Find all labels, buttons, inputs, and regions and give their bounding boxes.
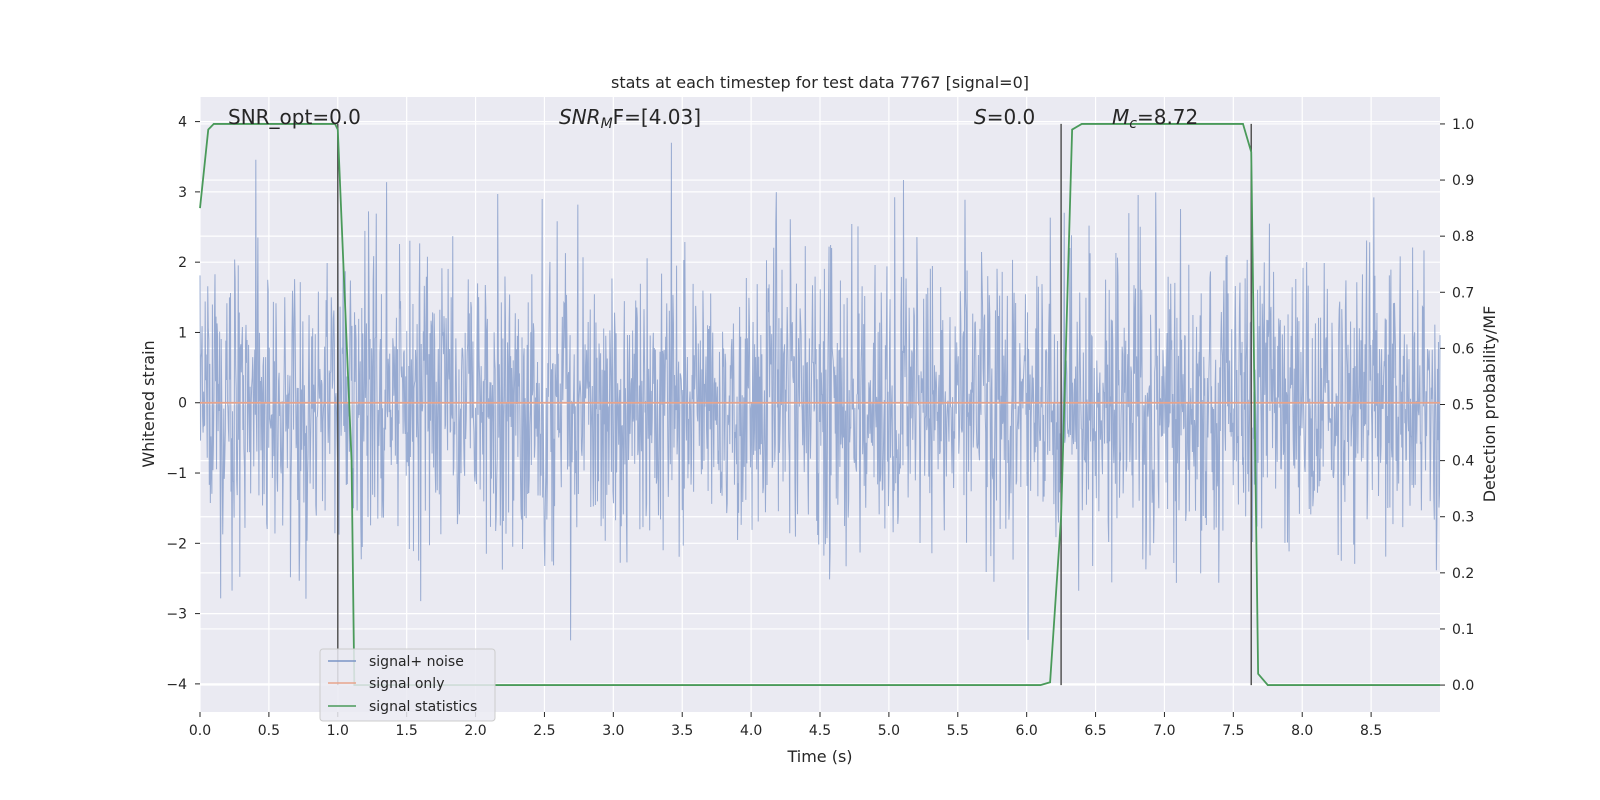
annotation-snr-mf: SNRMF=[4.03] xyxy=(559,105,701,132)
y2-tick-label-9: 0.1 xyxy=(1452,622,1474,638)
x-tick-label-3: 1.5 xyxy=(396,723,418,739)
y-tick-label-5: −1 xyxy=(166,466,187,482)
y-tick-label-0: 4 xyxy=(178,115,187,131)
annotation-mc: Mc=8.72 xyxy=(1112,105,1198,132)
x-tick-label-2: 1.0 xyxy=(327,723,349,739)
legend-box xyxy=(319,648,496,722)
x-tick-label-5: 2.5 xyxy=(533,723,555,739)
signal-noise-line xyxy=(199,142,1441,641)
chart-title: stats at each timestep for test data 776… xyxy=(611,73,1029,92)
y2-tick-label-0: 1.0 xyxy=(1452,117,1474,133)
y-tick-label-6: −2 xyxy=(166,536,187,552)
x-tick-label-0: 0.0 xyxy=(189,723,211,739)
annotation-mc-suffix: =8.72 xyxy=(1137,105,1198,129)
annotation-s-prefix: S xyxy=(974,105,987,129)
y2-tick-label-7: 0.3 xyxy=(1452,510,1474,526)
x-tick-label-4: 2.0 xyxy=(464,723,486,739)
x-tick-label-15: 7.5 xyxy=(1222,723,1244,739)
y2-axis-ticks: 1.0 0.9 0.8 0.7 0.6 0.5 0.4 0.3 0.2 0.1 0.0 xyxy=(1440,117,1474,694)
x-axis-ticks: 0.0 0.5 1.0 1.5 2.0 2.5 3.0 3.5 4.0 4.5 5.0 5.5 6.0 6… xyxy=(189,712,1382,739)
x-tick-label-16: 8.0 xyxy=(1291,723,1313,739)
y2-tick-label-8: 0.2 xyxy=(1452,566,1474,582)
y2-tick-label-3: 0.7 xyxy=(1452,285,1474,301)
annotation-snr-opt: SNR_opt=0.0 xyxy=(228,105,361,129)
y-tick-label-7: −3 xyxy=(166,607,187,623)
annotation-snr-mf-suffix: F=[4.03] xyxy=(613,105,701,129)
x-tick-label-9: 4.5 xyxy=(809,723,831,739)
x-tick-label-13: 6.5 xyxy=(1084,723,1106,739)
y2-tick-label-6: 0.4 xyxy=(1452,454,1474,470)
series-signal-noise xyxy=(199,142,1441,641)
y-axis-label: Whitened strain xyxy=(139,340,158,467)
y2-tick-label-4: 0.6 xyxy=(1452,341,1474,357)
y-tick-label-2: 2 xyxy=(178,255,187,271)
x-tick-label-7: 3.5 xyxy=(671,723,693,739)
y2-tick-label-5: 0.5 xyxy=(1452,398,1474,414)
y-tick-label-3: 1 xyxy=(178,325,187,341)
y-tick-label-4: 0 xyxy=(178,396,187,412)
y2-tick-label-2: 0.8 xyxy=(1452,229,1474,245)
y2-tick-label-10: 0.0 xyxy=(1452,678,1474,694)
x-tick-label-11: 5.5 xyxy=(947,723,969,739)
legend-label-signal-only: signal only xyxy=(369,676,444,692)
x-tick-label-10: 5.0 xyxy=(878,723,900,739)
y-axis-ticks: 4 3 2 1 0 −1 −2 −3 −4 xyxy=(166,115,200,693)
x-tick-label-17: 8.5 xyxy=(1360,723,1382,739)
y2-tick-label-1: 0.9 xyxy=(1452,173,1474,189)
annotation-s-suffix: =0.0 xyxy=(987,105,1036,129)
x-tick-label-12: 6.0 xyxy=(1016,723,1038,739)
legend-label-signal-statistics: signal statistics xyxy=(369,699,477,715)
x-tick-label-8: 4.0 xyxy=(740,723,762,739)
x-tick-label-1: 0.5 xyxy=(258,723,280,739)
annotation-snr-mf-sub: M xyxy=(601,116,613,132)
legend-label-signal-noise: signal+ noise xyxy=(369,654,464,670)
y-tick-label-1: 3 xyxy=(178,185,187,201)
annotation-mc-sub: c xyxy=(1129,116,1137,132)
legend: signal+ noise signal only signal statist… xyxy=(319,648,496,722)
annotation-snr-mf-prefix: SNR xyxy=(559,105,601,129)
x-tick-label-14: 7.0 xyxy=(1153,723,1175,739)
x-axis-label: Time (s) xyxy=(786,747,852,766)
annotation-mc-prefix: M xyxy=(1112,105,1129,129)
series-signal-statistics xyxy=(199,123,1440,686)
signal-statistics-line xyxy=(199,123,1440,686)
y2-axis-label: Detection probability/MF xyxy=(1480,306,1499,503)
x-tick-label-6: 3.0 xyxy=(602,723,624,739)
annotation-s-stat: S=0.0 xyxy=(974,105,1035,129)
y-tick-label-8: −4 xyxy=(166,677,187,693)
